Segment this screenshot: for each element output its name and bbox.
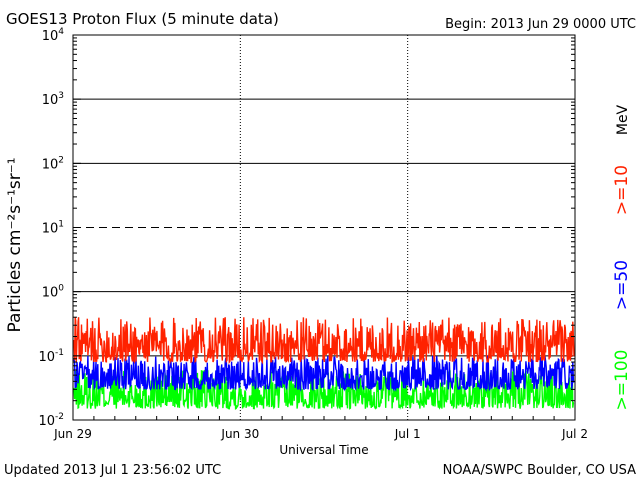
legend-ge10: >=10 [612, 165, 632, 215]
x-tick-label: Jul 2 [561, 427, 588, 441]
y-tick-label: 101 [42, 220, 64, 237]
y-axis-ticks: 10-2 10-1 100 101 102 103 104 [38, 27, 575, 429]
y-tick-label: 102 [42, 155, 64, 172]
y-tick-label: 10-2 [38, 412, 64, 429]
plot-frame [72, 34, 576, 421]
plot-grid [73, 35, 575, 420]
x-axis-ticks: Jun 29 Jun 30 Jul 1 Jul 2 [53, 416, 588, 441]
y-tick-label: 10-1 [38, 348, 64, 365]
legend-ge50: >=50 [612, 260, 632, 310]
series-line [73, 355, 575, 392]
y-tick-label: 104 [42, 27, 65, 44]
legend-ge100: >=100 [612, 350, 632, 411]
x-axis-label: Universal Time [279, 443, 368, 457]
y-axis-label: Particles cm⁻²s⁻¹sr⁻¹ [5, 157, 25, 332]
x-tick-label: Jun 30 [220, 427, 259, 441]
x-tick-label: Jun 29 [53, 427, 92, 441]
credit-text: NOAA/SWPC Boulder, CO USA [443, 463, 636, 478]
chart-title: GOES13 Proton Flux (5 minute data) [6, 10, 279, 28]
series-line [73, 317, 575, 365]
updated-timestamp: Updated 2013 Jul 1 23:56:02 UTC [4, 463, 221, 478]
data-series [73, 317, 575, 411]
legend-unit: MeV [615, 104, 631, 135]
x-tick-label: Jul 1 [394, 427, 421, 441]
y-tick-label: 100 [42, 284, 65, 301]
y-tick-label: 103 [42, 91, 64, 108]
begin-time: Begin: 2013 Jun 29 0000 UTC [445, 17, 636, 32]
